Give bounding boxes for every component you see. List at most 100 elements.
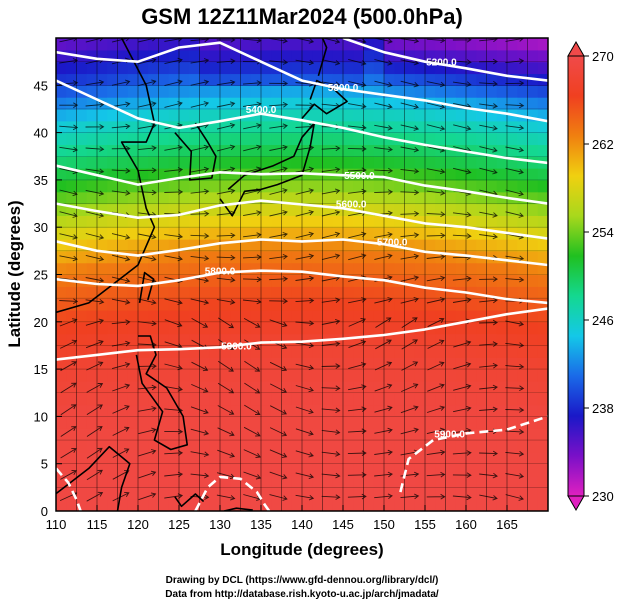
- heat-cell: [394, 286, 406, 299]
- heat-cell: [527, 144, 539, 157]
- heat-cell: [158, 428, 170, 441]
- heat-cell: [117, 357, 129, 370]
- heat-cell: [56, 357, 67, 370]
- heat-cell: [189, 144, 201, 157]
- heat-cell: [312, 132, 324, 146]
- heat-cell: [230, 416, 242, 429]
- wind-arrow: [243, 144, 262, 152]
- wind-arrow: [138, 449, 157, 457]
- heat-cell: [158, 132, 170, 146]
- x-tick-label: 150: [373, 517, 395, 532]
- heat-cell: [363, 274, 375, 287]
- heat-cell: [76, 487, 88, 500]
- heat-cell: [66, 168, 78, 181]
- heat-cell: [507, 61, 518, 75]
- heat-cell: [107, 463, 119, 477]
- heat-cell: [517, 179, 529, 193]
- heat-cell: [496, 120, 508, 134]
- wind-arrow: [426, 405, 446, 413]
- heat-cell: [117, 73, 129, 86]
- wind-arrow: [295, 297, 315, 304]
- heat-cell: [117, 487, 129, 500]
- heat-cell: [353, 239, 365, 252]
- heat-cell: [209, 73, 221, 86]
- wind-arrow: [85, 318, 105, 326]
- heat-cell: [148, 179, 160, 193]
- wind-arrow: [400, 493, 420, 500]
- wind-arrow: [190, 144, 210, 152]
- heat-cell: [343, 475, 354, 488]
- heat-cell: [56, 73, 67, 86]
- heat-cell: [332, 239, 344, 252]
- heat-cell: [107, 168, 119, 181]
- heat-cell: [189, 404, 201, 417]
- heat-cell: [414, 345, 426, 358]
- heat-cell: [117, 227, 129, 240]
- heat-cell: [353, 487, 365, 500]
- heat-cell: [86, 286, 98, 299]
- heat-cell: [414, 499, 426, 511]
- heat-cell: [343, 345, 354, 358]
- heat-cell: [496, 487, 508, 500]
- heat-cell: [425, 309, 436, 323]
- heat-cell: [138, 97, 149, 110]
- heat-cell: [312, 416, 324, 429]
- heat-cell: [353, 309, 365, 323]
- wind-arrow: [321, 494, 341, 500]
- heat-cell: [281, 333, 293, 347]
- heat-cell: [117, 97, 129, 110]
- heat-cell: [363, 61, 375, 75]
- heat-cell: [76, 132, 88, 146]
- heat-cell: [496, 250, 508, 264]
- heat-cell: [384, 73, 395, 86]
- heat-cell: [445, 262, 457, 276]
- heat-cell: [281, 227, 293, 240]
- heat-cell: [291, 239, 303, 252]
- heat-cell: [507, 85, 518, 98]
- heat-cell: [496, 392, 508, 406]
- heat-cell: [240, 440, 252, 453]
- heat-cell: [312, 286, 324, 299]
- coastline: [138, 271, 155, 304]
- heat-cell: [435, 475, 447, 488]
- heat-cell: [189, 49, 201, 63]
- heat-cell: [312, 428, 324, 441]
- heat-cell: [230, 392, 242, 406]
- y-tick-label: 30: [34, 220, 48, 235]
- heat-cell: [179, 274, 190, 287]
- contour-label: 5400.0: [246, 105, 277, 116]
- wind-arrow: [190, 58, 210, 64]
- heat-cell: [476, 179, 488, 193]
- heat-cell: [230, 404, 242, 417]
- heat-cell: [507, 168, 518, 181]
- heat-cell: [107, 97, 119, 110]
- heat-cell: [435, 321, 447, 335]
- heat-cell: [97, 369, 108, 382]
- heat-cell: [220, 262, 231, 276]
- heat-cell: [527, 440, 539, 453]
- colorbar-tick-label: 270: [592, 49, 614, 64]
- heat-cell: [199, 191, 211, 205]
- heat-cell: [138, 61, 149, 75]
- heat-cell: [425, 156, 436, 169]
- heat-cell: [537, 108, 548, 122]
- heat-cell: [322, 215, 334, 228]
- wind-arrow: [426, 168, 446, 175]
- y-tick-label: 40: [34, 126, 48, 141]
- heat-cell: [404, 333, 416, 347]
- heat-cell: [404, 404, 416, 417]
- heat-cell: [322, 369, 334, 382]
- heat-cell: [332, 274, 344, 287]
- heat-cell: [455, 168, 467, 181]
- wind-arrow: [138, 101, 157, 108]
- heat-cell: [168, 132, 180, 146]
- wind-arrow: [269, 449, 288, 458]
- wind-arrow: [479, 362, 498, 369]
- heat-cell: [66, 392, 78, 406]
- heat-cell: [414, 463, 426, 477]
- y-tick-label: 35: [34, 173, 48, 188]
- heat-cell: [199, 156, 211, 169]
- heat-cell: [209, 487, 221, 500]
- wind-arrow: [59, 102, 79, 108]
- heat-cell: [158, 203, 170, 216]
